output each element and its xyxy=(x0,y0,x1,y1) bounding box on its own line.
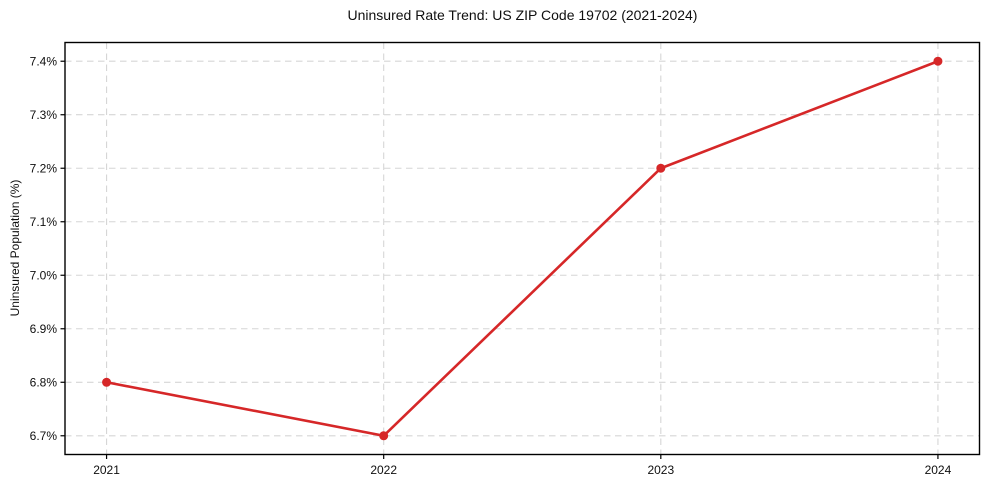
chart-title: Uninsured Rate Trend: US ZIP Code 19702 … xyxy=(347,7,698,23)
data-point xyxy=(656,163,666,173)
y-tick-label: 7.4% xyxy=(30,54,58,68)
y-tick-label: 7.1% xyxy=(30,215,58,229)
y-tick-label: 7.0% xyxy=(30,268,58,282)
y-tick-label: 6.8% xyxy=(30,375,58,389)
y-tick-label: 7.2% xyxy=(30,161,58,175)
data-point xyxy=(933,56,943,66)
y-tick-label: 7.3% xyxy=(30,108,58,122)
data-point xyxy=(102,377,112,387)
plot-border xyxy=(64,41,981,456)
x-tick-label: 2024 xyxy=(925,463,952,477)
data-point xyxy=(379,431,389,441)
x-tick-label: 2022 xyxy=(370,463,397,477)
y-tick-label: 6.7% xyxy=(30,429,58,443)
y-tick-label: 6.9% xyxy=(30,322,58,336)
x-tick-label: 2021 xyxy=(93,463,120,477)
x-tick-label: 2023 xyxy=(647,463,674,477)
trend-line xyxy=(105,59,940,438)
